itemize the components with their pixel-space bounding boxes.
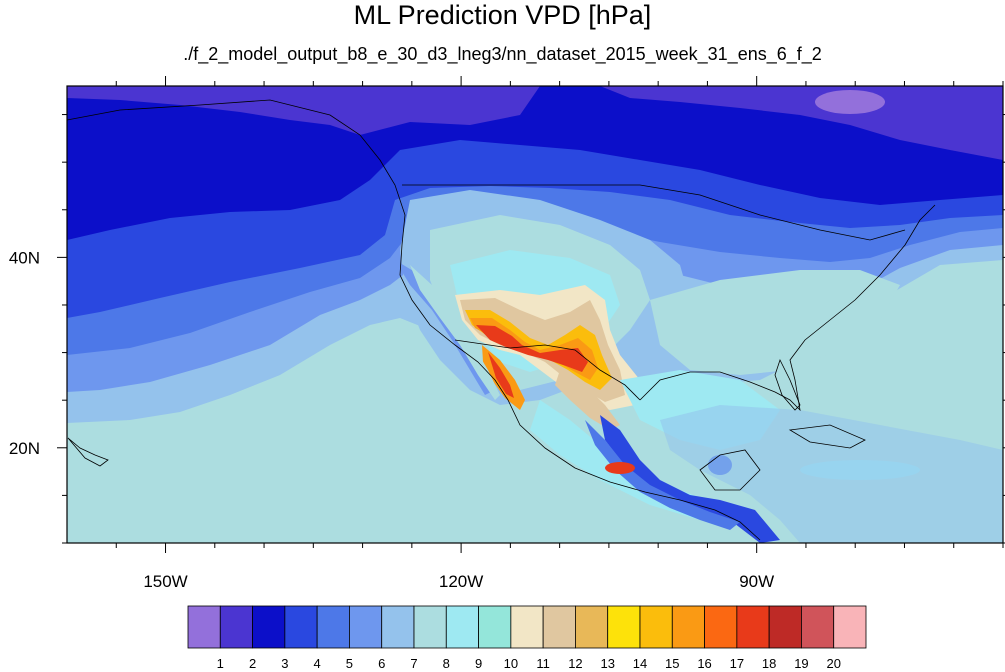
vpd-band-baja-17 xyxy=(488,352,514,398)
x-tick-label: 90W xyxy=(739,572,774,591)
colorbar-swatch xyxy=(219,605,253,649)
vpd-field xyxy=(67,86,1003,543)
colorbar-swatch xyxy=(736,605,770,649)
vpd-patch-1 xyxy=(815,90,885,114)
colorbar-label: 10 xyxy=(504,656,518,671)
colorbar-swatch xyxy=(252,605,286,649)
vpd-band-coast-8 xyxy=(410,265,500,400)
colorbar-swatch xyxy=(833,605,867,649)
coastline-cuba xyxy=(788,424,866,449)
colorbar-swatch xyxy=(284,605,318,649)
y-tick-label: 40N xyxy=(9,248,40,267)
colorbar-label: 8 xyxy=(443,656,450,671)
colorbar-label: 2 xyxy=(249,656,256,671)
vpd-band-2b xyxy=(600,86,1003,160)
colorbar-label: 16 xyxy=(697,656,711,671)
colorbar-label: 19 xyxy=(794,656,808,671)
colorbar-swatch xyxy=(445,605,479,649)
y-tick-label: 20N xyxy=(9,439,40,458)
colorbar-swatch xyxy=(671,605,705,649)
colorbar-label: 20 xyxy=(826,656,840,671)
vpd-band-se-8 xyxy=(650,270,900,375)
coastline-florida xyxy=(774,358,801,411)
x-tick-label: 150W xyxy=(143,572,187,591)
vpd-band-2 xyxy=(67,86,540,135)
vpd-band-mex-coast-5 xyxy=(585,420,740,530)
border-us-mexico xyxy=(454,339,641,401)
colorbar-label: 7 xyxy=(410,656,417,671)
colorbar-label: 18 xyxy=(762,656,776,671)
border-us-canada xyxy=(402,184,906,241)
colorbar-swatch xyxy=(575,605,609,649)
colorbar-label: 17 xyxy=(730,656,744,671)
vpd-band-carib-7 xyxy=(660,405,1003,543)
colorbar-label: 6 xyxy=(378,656,385,671)
vpd-band-land-17 xyxy=(476,325,588,372)
coastline-north-america xyxy=(67,99,761,541)
colorbar-swatch xyxy=(316,605,350,649)
vpd-patch-mexico-city xyxy=(605,462,635,474)
x-tick-label: 120W xyxy=(439,572,483,591)
colorbar-swatch xyxy=(187,605,221,649)
colorbar-swatch xyxy=(801,605,835,649)
vpd-band-mex-coast-4 xyxy=(600,415,780,543)
colorbar-swatch xyxy=(768,605,802,649)
colorbar-swatch xyxy=(607,605,641,649)
colorbar-swatch xyxy=(639,605,673,649)
colorbar-swatch xyxy=(510,605,544,649)
colorbar-label: 3 xyxy=(281,656,288,671)
colorbar-swatch xyxy=(542,605,576,649)
coastline-gulf xyxy=(639,204,936,412)
colorbar-label: 1 xyxy=(217,656,224,671)
colorbar-label: 11 xyxy=(536,656,550,671)
colorbar-label: 12 xyxy=(568,656,582,671)
colorbar-swatch xyxy=(349,605,383,649)
vpd-band-3 xyxy=(67,86,1003,240)
map-subtitle: ./f_2_model_output_b8_e_30_d3_lneg3/nn_d… xyxy=(183,44,822,64)
colorbar-label: 9 xyxy=(475,656,482,671)
colorbar-label: 13 xyxy=(600,656,614,671)
colorbar-swatch xyxy=(704,605,738,649)
coastline-hawaii xyxy=(67,437,109,467)
plot-frame xyxy=(66,85,1004,544)
map-title: ML Prediction VPD [hPa] xyxy=(353,0,652,30)
colorbar-label: 5 xyxy=(346,656,353,671)
coastline-overlay xyxy=(67,99,936,541)
colorbar-swatch xyxy=(478,605,512,649)
colorbar-swatch xyxy=(381,605,415,649)
colorbar: 1 2 3 4 5 6 7 8 9 10 11 12 13 14 15 16 17 18 19 20 xyxy=(187,605,867,671)
colorbar-swatch xyxy=(413,605,447,649)
colorbar-label: 15 xyxy=(665,656,679,671)
axis-ticks: 150W 120W 90W 40N 20N xyxy=(9,76,1005,591)
coastline-yucatan xyxy=(699,449,761,491)
vpd-band-mex-12 xyxy=(555,370,620,430)
colorbar-label: 14 xyxy=(633,656,647,671)
colorbar-label: 4 xyxy=(314,656,321,671)
